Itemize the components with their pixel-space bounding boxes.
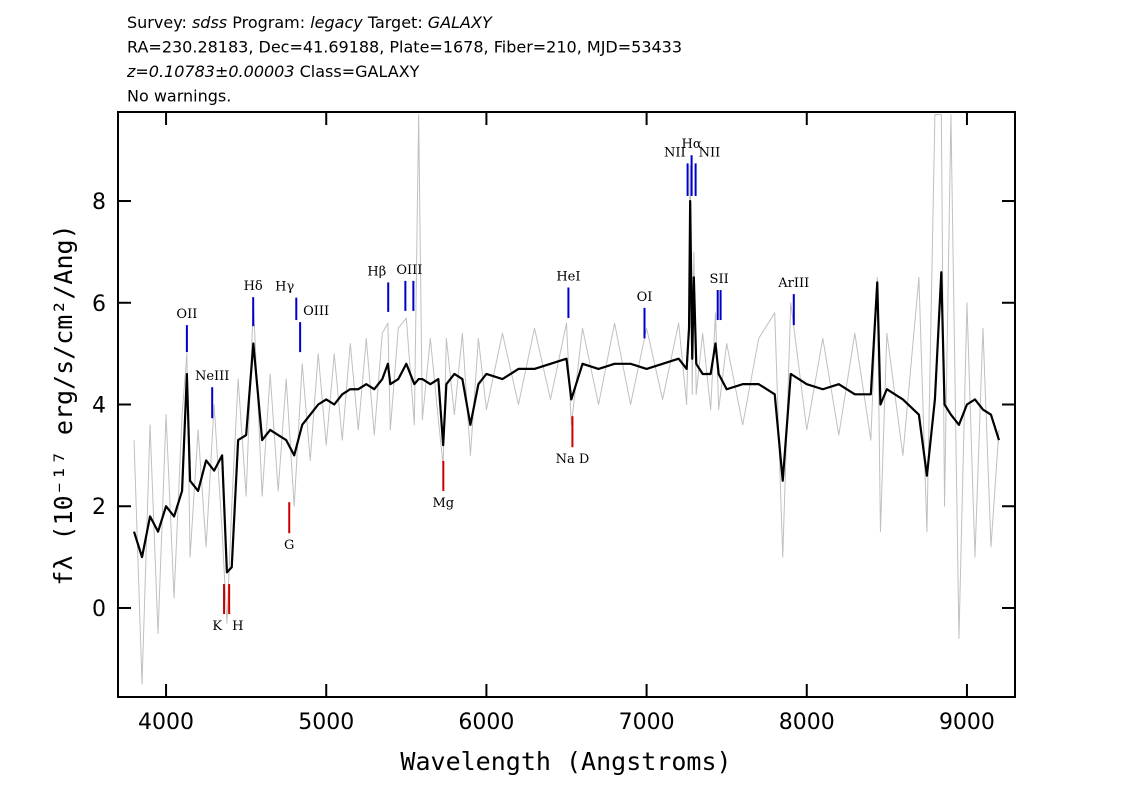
spectral-line-label: NII: [664, 145, 686, 160]
header-text: GALAXY: [428, 13, 493, 32]
header-text: Target:: [363, 13, 428, 32]
spectrum-line: [132, 199, 1001, 574]
y-tick-label: 6: [92, 292, 106, 317]
spectral-line-label: ArIII: [777, 276, 809, 291]
header-text: Survey:: [127, 13, 192, 32]
spectral-line-label: SII: [710, 272, 729, 287]
x-tick-label: 5000: [298, 710, 354, 735]
spectral-line-label: NII: [699, 145, 721, 160]
header-text: z=0.10783±0.00003: [126, 62, 295, 81]
header-text: Class=GALAXY: [295, 62, 420, 81]
spectral-line-label: H: [232, 619, 243, 634]
spectral-line-label: K: [212, 619, 222, 634]
header-text: Program:: [227, 13, 310, 32]
spectral-line-label: G: [284, 538, 294, 553]
header: Survey: sdss Program: legacy Target: GAL…: [126, 13, 682, 106]
header-text: RA=230.28183, Dec=41.69188, Plate=1678, …: [127, 38, 682, 57]
header-text: No warnings.: [127, 87, 231, 106]
x-tick-label: 6000: [458, 710, 514, 735]
spectral-line-label: Hβ: [367, 264, 386, 279]
x-axis-label: Wavelength (Angstroms): [400, 747, 731, 776]
spectral-line-label: Na D: [556, 452, 590, 467]
spectral-line-label: NeIII: [195, 369, 229, 384]
y-tick-label: 4: [92, 394, 106, 419]
x-tick-label: 4000: [138, 710, 194, 735]
x-tick-label: 8000: [779, 710, 835, 735]
spectral-line-label: Mg: [433, 496, 455, 511]
y-tick-label: 2: [92, 495, 106, 520]
spectral-line-label: Hα: [682, 137, 702, 152]
spectral-line-label: OII: [176, 307, 197, 322]
header-text: legacy: [310, 13, 363, 32]
spectral-line-label: Hγ: [275, 280, 294, 295]
spectral-line-label: HeI: [556, 270, 580, 285]
spectrum-line: [133, 114, 1000, 685]
spectral-line-label: OIII: [303, 304, 329, 319]
y-tick-label: 8: [92, 190, 106, 215]
spectral-line-label: OI: [637, 290, 653, 305]
y-axis-label: fλ (10⁻¹⁷ erg/s/cm²/Ang): [49, 224, 78, 585]
spectral-line-label: OIII: [396, 263, 422, 278]
spectral-line-label: Hδ: [244, 279, 263, 294]
header-line: RA=230.28183, Dec=41.69188, Plate=1678, …: [127, 38, 682, 57]
header-line: No warnings.: [127, 87, 231, 106]
y-tick-label: 0: [92, 597, 106, 622]
header-line: z=0.10783±0.00003 Class=GALAXY: [126, 62, 420, 81]
plot-area: [132, 114, 1001, 685]
x-tick-label: 7000: [619, 710, 675, 735]
header-text: sdss: [192, 13, 227, 32]
header-line: Survey: sdss Program: legacy Target: GAL…: [127, 13, 493, 32]
x-tick-label: 9000: [939, 710, 995, 735]
